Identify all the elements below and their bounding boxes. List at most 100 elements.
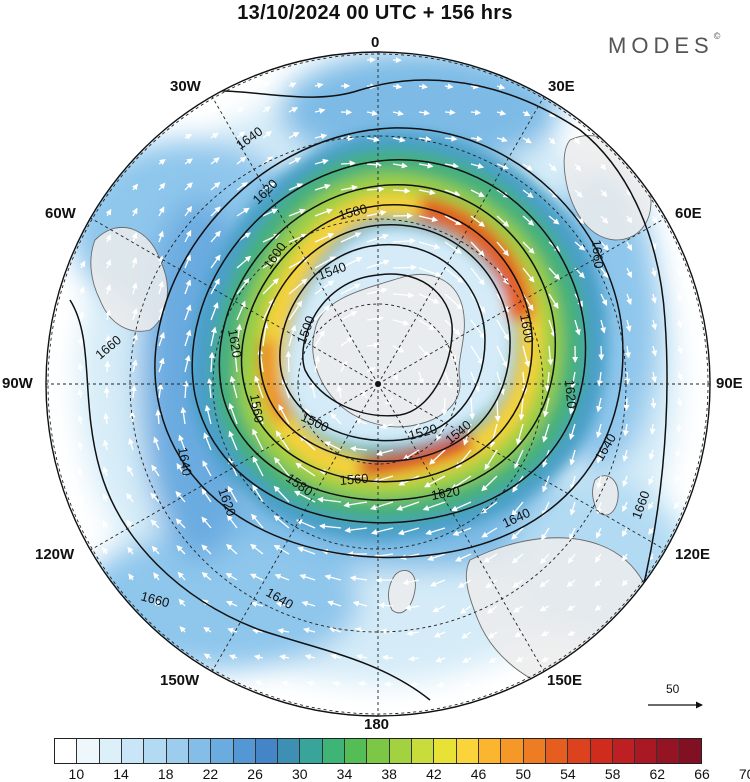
wind-vector (410, 681, 420, 688)
wind-vector (422, 501, 446, 511)
colorbar-swatch (434, 739, 457, 763)
wind-vector (226, 514, 238, 529)
wind-vector (548, 267, 561, 280)
wind-vector (314, 280, 335, 295)
colorbar-tick-label: 14 (113, 766, 129, 782)
wind-vector (418, 83, 428, 90)
wind-vector (522, 319, 532, 339)
wind-vector (262, 106, 271, 113)
wind-vector (441, 397, 448, 416)
contour-label: 1660 (139, 588, 171, 610)
wind-vector (158, 206, 165, 217)
wind-vector (569, 371, 576, 389)
wind-vector (366, 186, 385, 193)
wind-vector (252, 628, 264, 634)
colorbar-swatch (612, 739, 636, 763)
wind-vector (676, 267, 683, 277)
wind-vector (444, 241, 462, 254)
colorbar-swatch (77, 739, 100, 763)
wind-vector (370, 527, 394, 535)
wind-vector (177, 571, 186, 581)
wind-vector (496, 109, 507, 116)
wind-vector (622, 475, 628, 488)
wind-vector (151, 545, 160, 555)
wind-vector (288, 132, 300, 139)
wind-vector (366, 342, 380, 349)
wind-vector (470, 319, 486, 340)
wind-vector (252, 428, 264, 451)
wind-vector (262, 130, 272, 139)
wind-vector (496, 83, 506, 90)
wind-vector (274, 457, 290, 477)
wind-vector (366, 367, 376, 373)
wind-vector (461, 631, 472, 639)
wind-vector (418, 162, 434, 169)
wind-vector (285, 350, 292, 373)
wind-vector (407, 423, 420, 436)
colorbar-tick-label: 58 (604, 766, 621, 782)
brand-mark: © (713, 31, 721, 41)
wind-vector (677, 345, 683, 355)
wind-vector (427, 553, 446, 561)
wind-vector (275, 601, 290, 608)
wind-vector (621, 579, 628, 587)
wind-vector (418, 215, 439, 223)
wind-vector (494, 397, 501, 423)
wind-vector (548, 137, 556, 145)
wind-vector (319, 523, 342, 530)
wind-vector (262, 278, 279, 295)
wind-vector (626, 293, 632, 306)
wind-vector (236, 182, 248, 191)
wind-vector (131, 183, 139, 191)
wind-vector (314, 133, 328, 140)
wind-vector (402, 579, 420, 586)
wind-vector (102, 493, 109, 503)
wind-vector (487, 631, 498, 639)
wind-vector (51, 363, 58, 373)
wind-vector (262, 298, 274, 321)
lon-label-90e: 90E (716, 375, 743, 392)
wind-vector (625, 319, 632, 332)
contour-line (159, 79, 668, 601)
wind-vector (548, 163, 557, 172)
wind-vector (314, 233, 335, 243)
wind-vector (262, 156, 274, 165)
wind-vector (102, 546, 109, 555)
wind-vector (332, 680, 342, 687)
wind-vector (251, 513, 264, 529)
wind-vector (104, 334, 111, 347)
wind-vector (488, 682, 498, 688)
wind-vector (366, 315, 384, 322)
wind-vector (574, 319, 581, 336)
wind-vector (275, 430, 290, 451)
wind-vector (131, 359, 138, 373)
colorbar-tick-label: 54 (560, 766, 576, 782)
reference-vector-label: 50 (666, 682, 680, 696)
wind-vector (444, 189, 461, 197)
wind-vector (131, 232, 138, 243)
wind-vector (595, 527, 602, 539)
wind-vector (624, 371, 631, 385)
wind-vector (649, 423, 656, 435)
wind-vector (288, 278, 308, 295)
colorbar-swatch (211, 739, 234, 763)
colorbar-tick-label: 46 (470, 766, 487, 782)
wind-vector (623, 397, 630, 411)
wind-vector (105, 234, 112, 243)
wind-vector (381, 654, 394, 661)
wind-vector (126, 519, 134, 529)
wind-vector (470, 109, 482, 116)
wind-vector (104, 360, 111, 373)
wind-vector (566, 605, 576, 611)
wind-vector (444, 293, 463, 310)
colorbar-tick-label: 34 (336, 766, 353, 782)
wind-vector (105, 284, 112, 295)
height-contours (69, 79, 668, 701)
wind-vector (522, 267, 535, 283)
wind-vector (522, 189, 534, 198)
wind-vector (539, 579, 550, 588)
colorbar-tick-label: 26 (247, 766, 263, 782)
lon-label-30e: 30E (548, 78, 575, 95)
wind-vector (201, 516, 212, 529)
wind-vector (418, 109, 430, 116)
